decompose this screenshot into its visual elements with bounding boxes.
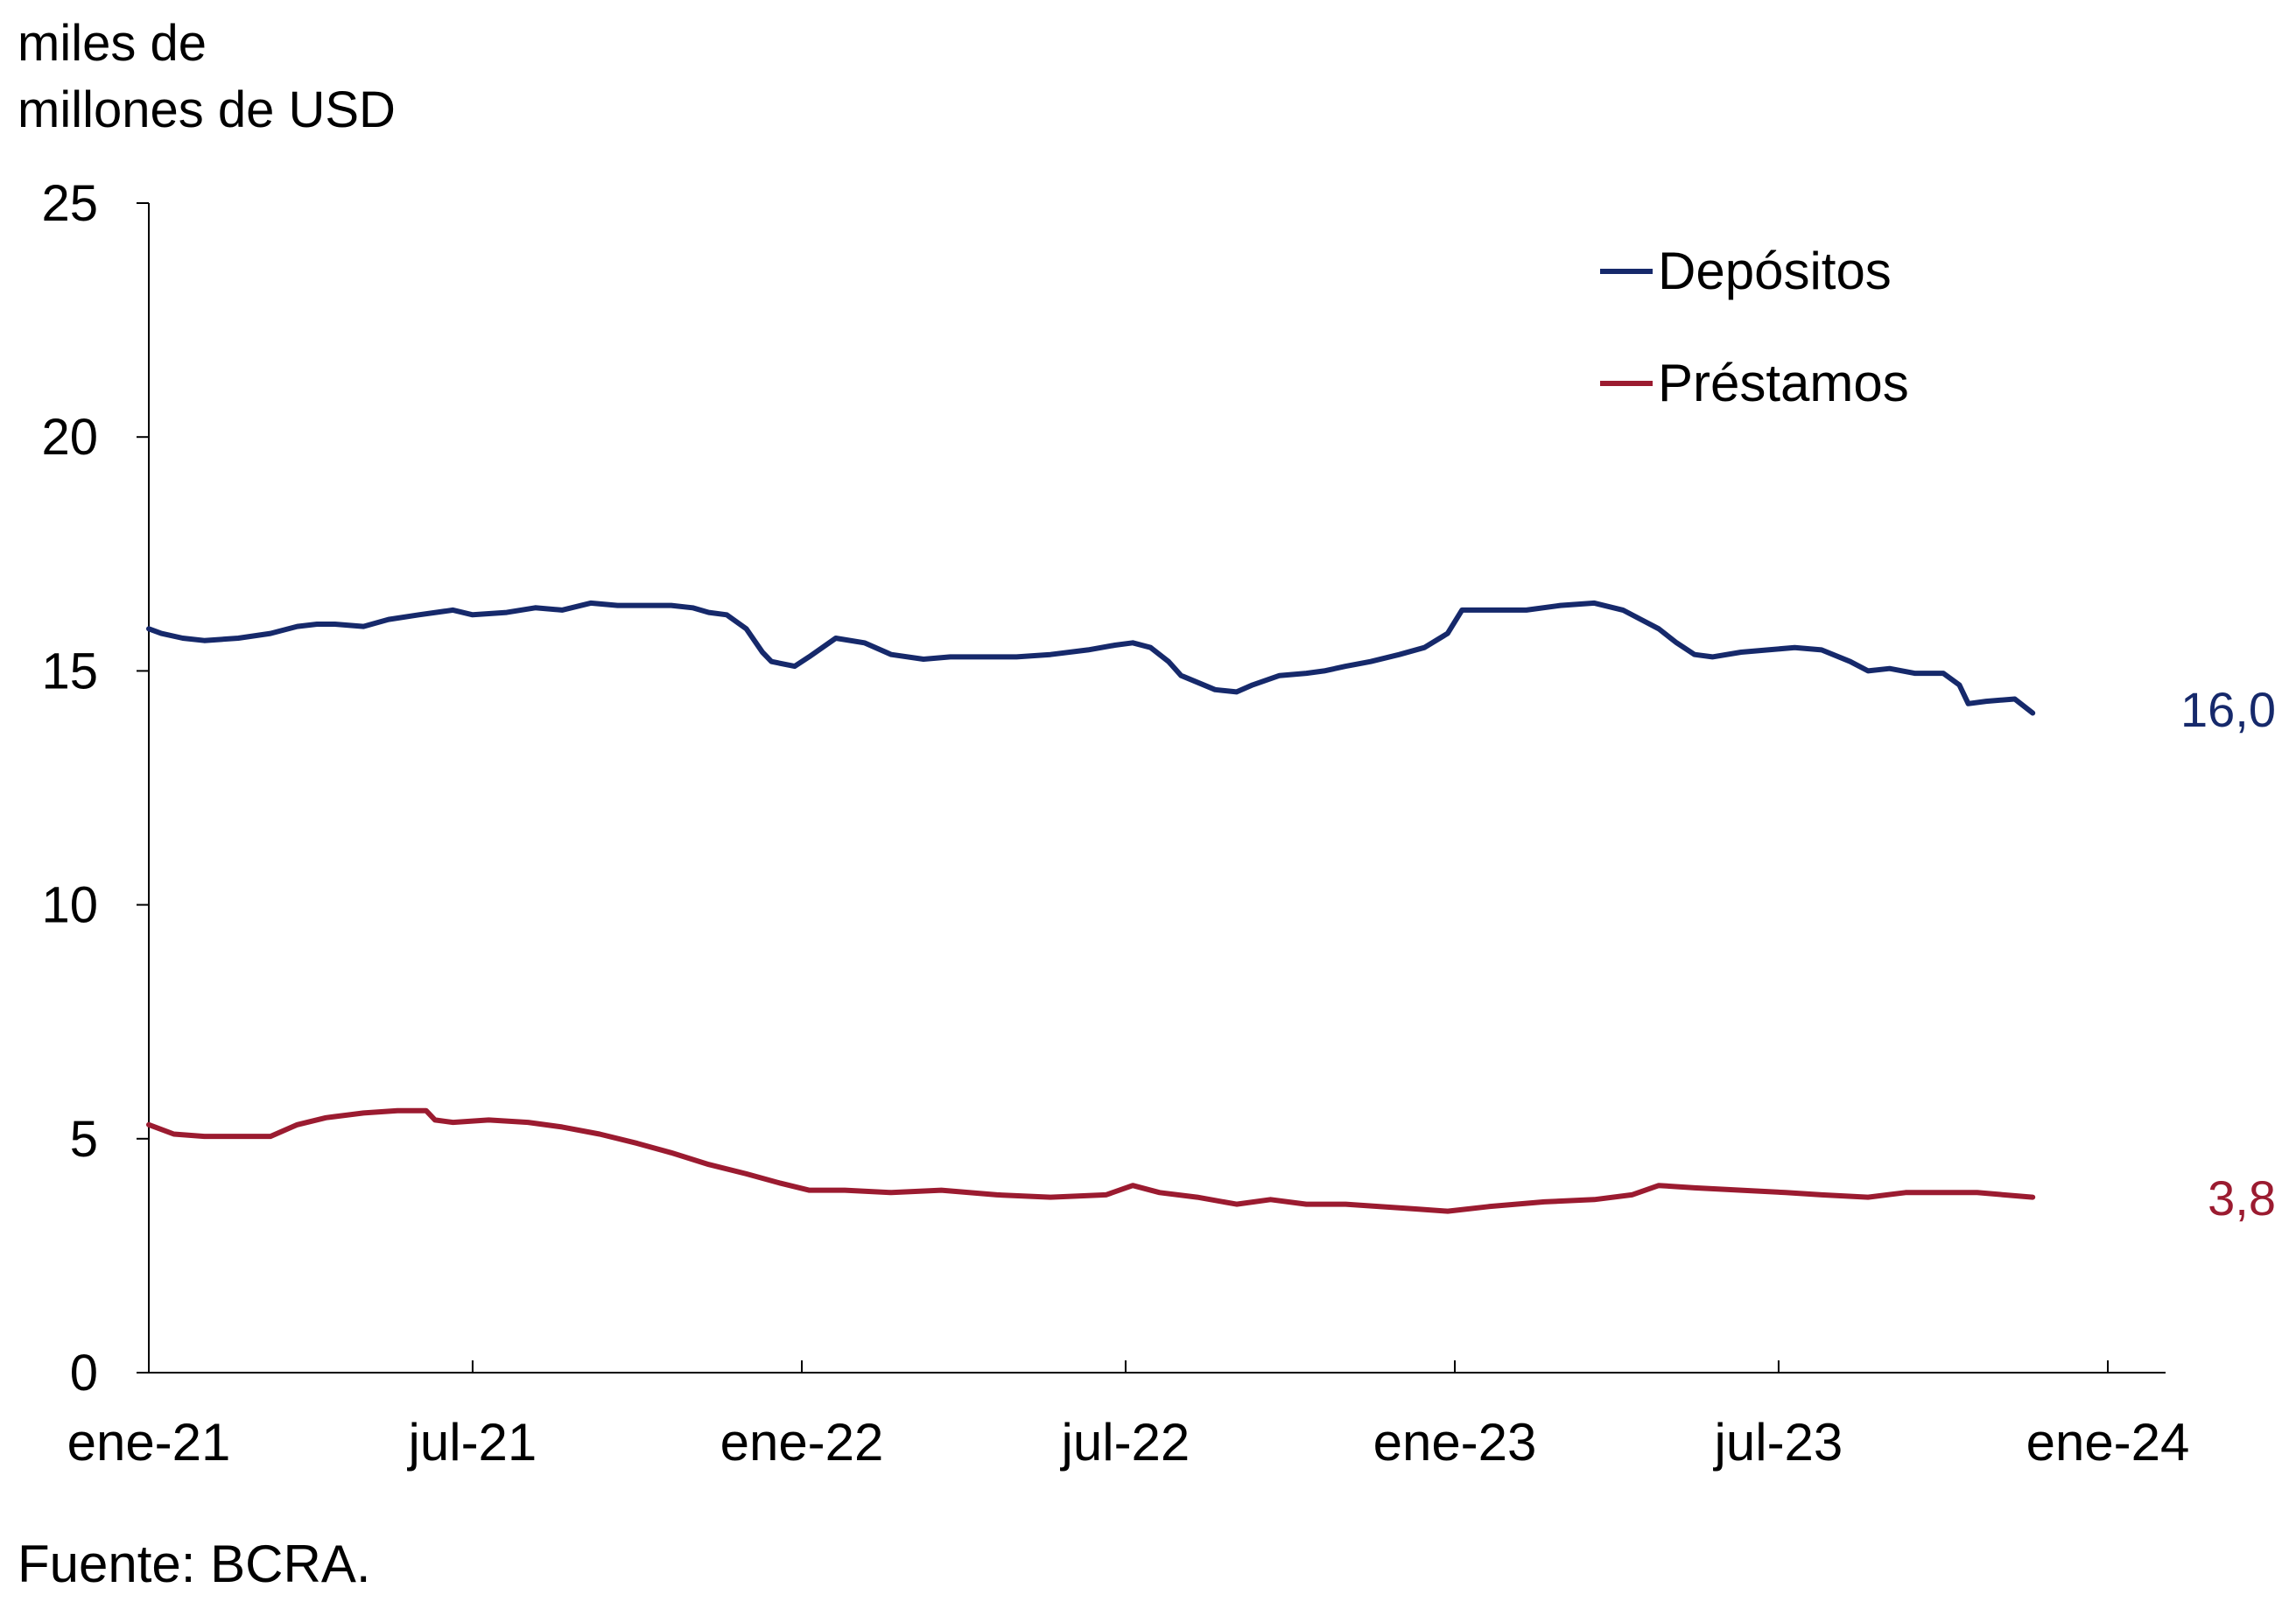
y-tick-label: 0 bbox=[70, 1345, 98, 1402]
y-tick-label: 15 bbox=[41, 643, 98, 699]
x-tick-label: ene-24 bbox=[2026, 1413, 2190, 1472]
legend-label: Préstamos bbox=[1658, 354, 1909, 412]
x-tick-label: ene-22 bbox=[720, 1413, 884, 1472]
x-tick-label: jul-23 bbox=[1713, 1413, 1843, 1472]
x-tick-label: jul-21 bbox=[407, 1413, 537, 1472]
y-axis-label-line2: millones de USD bbox=[18, 81, 396, 138]
series-line-prestamos bbox=[146, 1107, 2036, 1214]
x-tick-label: ene-21 bbox=[67, 1413, 231, 1472]
y-axis-label-line1: miles de bbox=[18, 15, 207, 72]
y-tick-label: 20 bbox=[41, 409, 98, 466]
x-tick-label: jul-22 bbox=[1060, 1413, 1190, 1472]
y-tick-label: 10 bbox=[41, 877, 98, 934]
y-tick-label: 5 bbox=[70, 1111, 98, 1168]
legend-label: Depósitos bbox=[1658, 242, 1892, 300]
source-note: Fuente: BCRA. bbox=[18, 1535, 371, 1593]
series-line-depositos bbox=[146, 600, 2036, 716]
series-end-label: 3,8 bbox=[2208, 1170, 2276, 1226]
x-tick-label: ene-23 bbox=[1373, 1413, 1537, 1472]
y-tick-label: 25 bbox=[41, 175, 98, 232]
series-end-label: 16,0 bbox=[2180, 682, 2276, 737]
